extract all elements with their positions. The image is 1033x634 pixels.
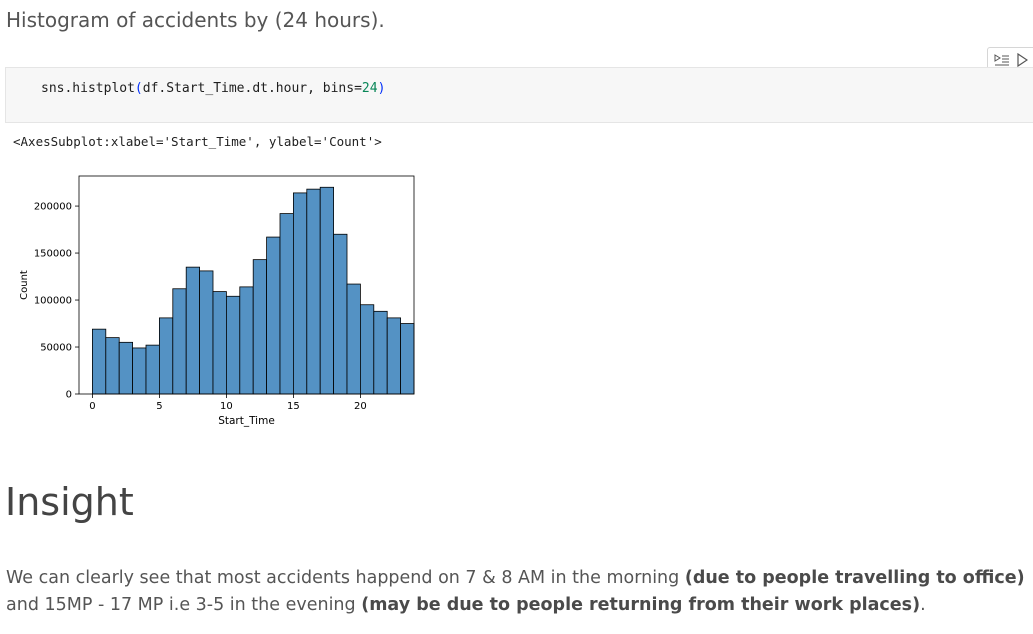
histogram-bar-12 <box>252 259 267 395</box>
histogram-bar-4 <box>145 344 160 395</box>
histogram-bar-10 <box>225 295 241 395</box>
insight-bold-1: (due to people travelling to office) <box>684 568 1025 588</box>
code-close-paren: ) <box>377 81 386 96</box>
histogram-bar-2 <box>118 341 133 395</box>
histogram-bar-7 <box>185 266 200 395</box>
histogram-bar-0 <box>92 328 107 395</box>
code-cell[interactable]: sns.histplot(df.Start_Time.dt.hour, bins… <box>5 67 1033 123</box>
x-axis-label: Start_Time <box>218 415 275 427</box>
markdown-heading: Histogram of accidents by (24 hours). <box>6 8 385 32</box>
histogram-svg: 0 5 10 15 20 0 50000 100000 150000 200000 Start_Ti… <box>19 175 415 427</box>
insight-text-3: . <box>920 595 926 615</box>
histogram-bar-13 <box>266 236 281 395</box>
histogram-bar-19 <box>346 283 361 395</box>
y-tick-label: 100000 <box>34 296 72 307</box>
x-tick-label: 10 <box>220 401 233 412</box>
x-tick-label: 15 <box>287 401 300 412</box>
histogram-chart: 0 5 10 15 20 0 50000 100000 150000 200000 Start_Ti… <box>0 160 430 440</box>
histogram-bar-18 <box>333 233 348 395</box>
insight-bold-2: (may be due to people returning from the… <box>361 595 921 615</box>
code-bins-value: 24 <box>361 81 378 96</box>
histogram-bar-8 <box>199 270 214 395</box>
y-tick-label: 50000 <box>40 343 72 354</box>
y-tick-label: 0 <box>66 390 72 401</box>
y-axis-label: Count <box>19 270 30 300</box>
histogram-bar-16 <box>306 188 321 395</box>
histogram-bar-14 <box>279 213 294 395</box>
run-by-line-icon[interactable] <box>994 53 1010 67</box>
y-tick-label: 150000 <box>34 249 72 260</box>
histogram-bar-20 <box>359 304 375 395</box>
insight-paragraph: We can clearly see that most accidents h… <box>6 565 1033 619</box>
code-line[interactable]: sns.histplot(df.Start_Time.dt.hour, bins… <box>41 81 385 96</box>
plot-frame <box>78 175 415 395</box>
histogram-bar-23 <box>400 323 415 395</box>
code-args: df.Start_Time.dt.hour, bins= <box>142 81 362 96</box>
histogram-bar-6 <box>172 288 187 395</box>
histogram-bar-3 <box>132 347 147 395</box>
histogram-bar-5 <box>158 317 174 395</box>
x-tick-label: 20 <box>354 401 367 412</box>
run-cell-icon[interactable] <box>1016 53 1028 67</box>
code-open-paren: ( <box>134 81 143 96</box>
histogram-bar-15 <box>292 192 308 395</box>
insight-text-1: We can clearly see that most accidents h… <box>6 568 685 588</box>
histogram-bar-11 <box>239 286 254 395</box>
histogram-bar-21 <box>373 310 388 395</box>
cell-output-text: <AxesSubplot:xlabel='Start_Time', ylabel… <box>13 134 382 149</box>
insight-text-2: and 15MP - 17 MP i.e 3-5 in the evening <box>6 595 362 615</box>
histogram-bar-17 <box>319 186 335 395</box>
y-tick-label: 200000 <box>34 202 72 213</box>
code-function: sns.histplot <box>41 81 135 96</box>
histogram-bar-9 <box>212 291 227 395</box>
insight-heading: Insight <box>5 480 134 524</box>
histogram-bar-22 <box>386 317 402 395</box>
x-tick-label: 0 <box>89 401 95 412</box>
x-tick-label: 5 <box>156 401 162 412</box>
histogram-bar-1 <box>105 337 120 395</box>
